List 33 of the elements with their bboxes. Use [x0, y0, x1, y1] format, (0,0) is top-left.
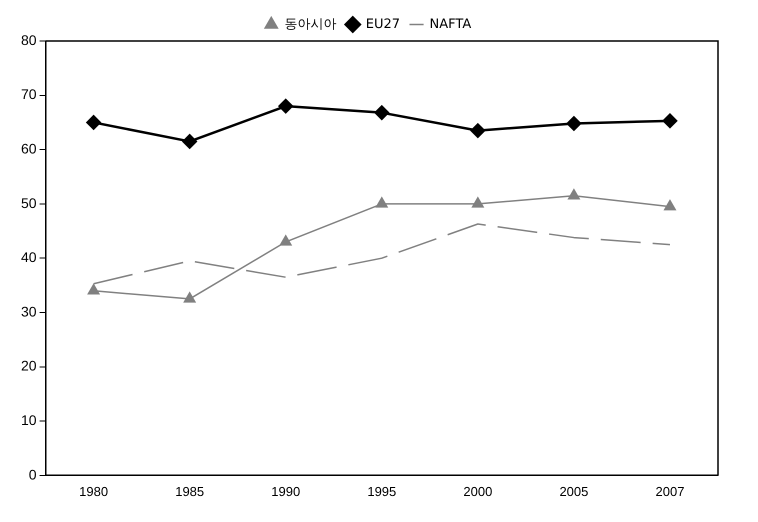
y-tick-label: 80 — [20, 32, 37, 48]
x-tick-label: 2007 — [656, 484, 684, 499]
point — [662, 114, 678, 128]
y-tick-label: 40 — [20, 249, 37, 266]
point — [86, 115, 101, 130]
x-tick-label: 1995 — [367, 484, 396, 499]
point — [280, 235, 292, 246]
point — [88, 284, 100, 295]
x-tick-label: 1980 — [79, 484, 108, 499]
point — [184, 292, 196, 303]
y-tick-label: 50 — [20, 194, 37, 211]
point — [568, 189, 580, 200]
point — [470, 123, 486, 138]
x-tick-label: 1990 — [271, 484, 300, 499]
y-tick-label: 30 — [20, 303, 37, 320]
y-tick-label: 0 — [28, 466, 37, 482]
x-tick-label: 1985 — [175, 484, 204, 499]
x-tick-label: 2000 — [463, 484, 492, 499]
y-tick-label: 60 — [20, 140, 37, 156]
point — [182, 134, 197, 149]
y-tick-label: 70 — [20, 86, 37, 102]
legend-label: EU27 — [366, 16, 400, 32]
y-tick-label: 20 — [20, 358, 37, 374]
y-tick-label: 10 — [20, 412, 37, 428]
point — [664, 200, 676, 210]
point — [278, 98, 293, 114]
point — [376, 197, 388, 208]
x-tick-label: 2005 — [559, 484, 588, 499]
legend-label: NAFTA — [430, 16, 472, 32]
point — [374, 105, 390, 120]
point — [566, 116, 582, 131]
legend-label: 동아시아 — [284, 16, 336, 32]
point — [472, 197, 484, 208]
